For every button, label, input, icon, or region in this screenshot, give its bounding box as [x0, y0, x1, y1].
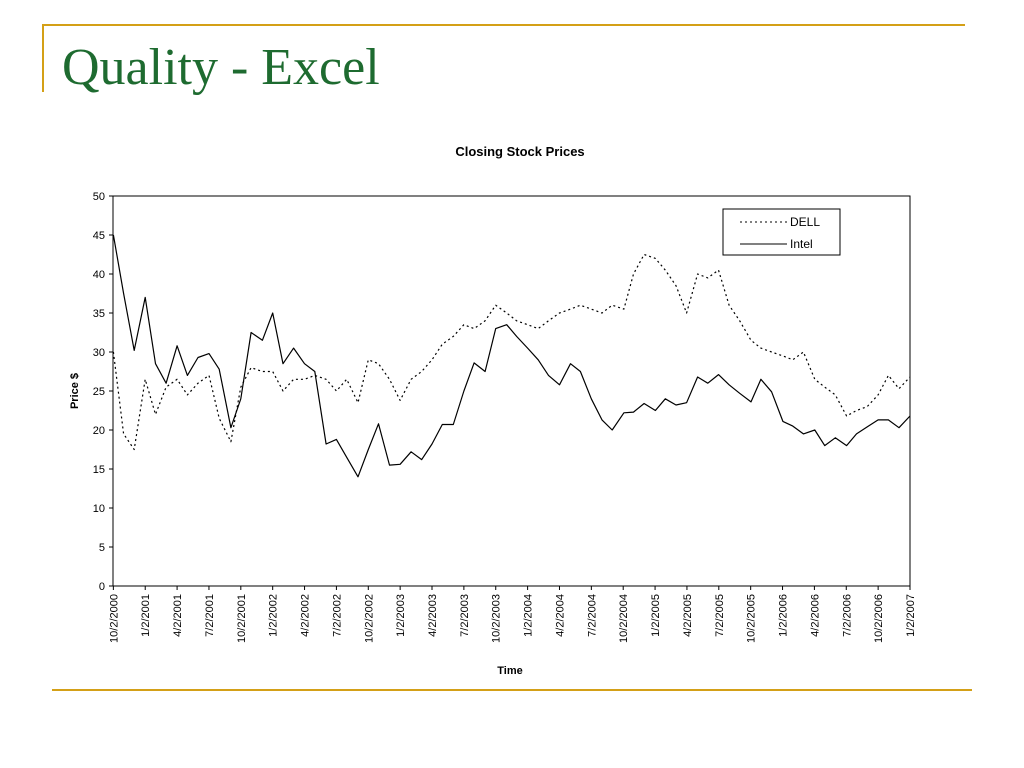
x-tick-label: 1/2/2003: [395, 594, 407, 637]
y-tick-label: 45: [93, 230, 105, 242]
y-tick-label: 40: [93, 269, 105, 281]
series-layer: [112, 234, 911, 478]
y-tick-label: 25: [93, 386, 105, 398]
y-tick-label: 10: [93, 503, 105, 515]
slide-title: Quality - Excel: [62, 39, 380, 96]
legend: DELL Intel: [722, 208, 841, 256]
x-tick-label: 1/2/2004: [523, 594, 535, 637]
x-tick-label: 10/2/2003: [491, 594, 503, 643]
x-tick-label: 10/2/2000: [108, 594, 120, 643]
y-axis-ticks: 0 5 10 15 20 25 30 35 40 45 50: [93, 191, 113, 593]
y-tick-label: 0: [99, 581, 105, 593]
x-tick-label: 1/2/2001: [140, 594, 152, 637]
left-accent-rule: [42, 24, 44, 92]
x-tick-label: 4/2/2004: [554, 594, 566, 637]
top-accent-rule: [43, 24, 965, 26]
x-tick-label: 4/2/2005: [682, 594, 694, 637]
y-tick-label: 35: [93, 308, 105, 320]
x-tick-label: 7/2/2004: [586, 594, 598, 637]
y-tick-label: 50: [93, 191, 105, 203]
bottom-accent-rule: [52, 689, 972, 691]
series-line-intel: [112, 234, 911, 478]
x-tick-label: 7/2/2003: [459, 594, 471, 637]
x-tick-label: 4/2/2002: [300, 594, 312, 637]
x-tick-label: 1/2/2005: [650, 594, 662, 637]
x-tick-label: 10/2/2001: [236, 594, 248, 643]
x-tick-label: 4/2/2001: [172, 594, 184, 637]
y-tick-label: 15: [93, 464, 105, 476]
series-line-dell: [112, 253, 911, 451]
y-tick-label: 20: [93, 425, 105, 437]
x-tick-label: 10/2/2005: [746, 594, 758, 643]
x-tick-label: 7/2/2005: [714, 594, 726, 637]
x-tick-label: 7/2/2001: [204, 594, 216, 637]
x-axis-label: Time: [497, 665, 522, 677]
x-tick-label: 10/2/2006: [873, 594, 885, 643]
x-tick-label: 10/2/2004: [618, 594, 630, 643]
x-tick-label: 4/2/2003: [427, 594, 439, 637]
y-axis-label: Price $: [69, 373, 81, 409]
y-tick-label: 30: [93, 347, 105, 359]
legend-label-intel: Intel: [790, 237, 813, 251]
x-tick-label: 7/2/2006: [841, 594, 853, 637]
x-axis-ticks: 10/2/2000 1/2/2001 4/2/2001 7/2/2001 10/2/20…: [108, 586, 917, 643]
legend-label-dell: DELL: [790, 215, 820, 229]
x-tick-label: 1/2/2007: [905, 594, 917, 637]
x-tick-label: 7/2/2002: [331, 594, 343, 637]
legend-box: [722, 208, 841, 256]
x-tick-label: 10/2/2002: [363, 594, 375, 643]
x-tick-label: 1/2/2006: [778, 594, 790, 637]
chart-title: Closing Stock Prices: [455, 144, 584, 159]
y-tick-label: 5: [99, 542, 105, 554]
x-tick-label: 1/2/2002: [268, 594, 280, 637]
x-tick-label: 4/2/2006: [809, 594, 821, 637]
